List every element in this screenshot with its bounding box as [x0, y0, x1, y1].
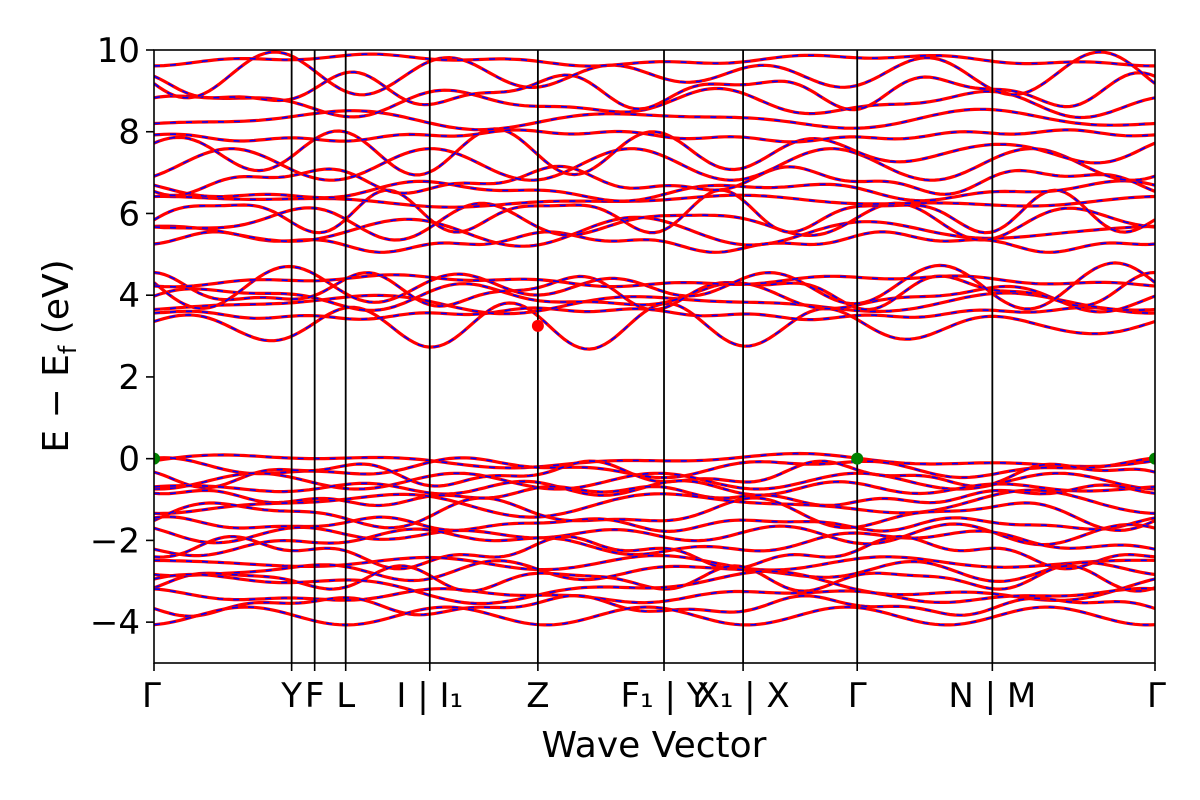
y-tick-label: 8 [118, 113, 140, 153]
band-spin-down [154, 128, 1155, 176]
x-tick-label: L [336, 676, 355, 716]
plot-background [154, 50, 1155, 663]
x-tick-label: F [305, 676, 325, 716]
x-tick-label: N | M [948, 676, 1036, 716]
band-spin-down [154, 564, 1155, 592]
y-tick-label: 6 [118, 194, 140, 234]
band-spin-down [154, 302, 1155, 350]
band-spin-down [154, 497, 1155, 532]
band-spin-down [154, 460, 1155, 489]
y-axis-label-unit: (eV) [36, 259, 77, 345]
x-tick-label: X₁ | X [696, 676, 789, 716]
band-spin-up [154, 569, 1155, 606]
marker-vbm-1 [154, 452, 160, 465]
y-axis-ticks: −4 −2 0 2 4 6 8 10 [90, 31, 154, 643]
band-spin-up [154, 479, 1155, 497]
band-spin-up [154, 261, 1155, 311]
band-spin-up [154, 559, 1155, 584]
band-spin-down [154, 194, 1155, 208]
y-axis-label-main: E − E [36, 354, 77, 453]
band-spin-down [154, 71, 1155, 111]
band-spin-up [154, 527, 1155, 558]
marker-cbm [531, 319, 544, 332]
x-tick-label: Γ [848, 676, 867, 716]
marker-vbm-2 [851, 452, 864, 465]
band-spin-up [154, 179, 1155, 203]
band-spin-down [154, 202, 1155, 241]
plot-frame [153, 49, 1156, 664]
band-spin-down [154, 594, 1155, 618]
y-axis-label: E − Ef (eV) [36, 259, 82, 452]
band-spin-up [154, 488, 1155, 519]
y-tick-label: 0 [118, 440, 140, 480]
x-tick-label: Z [526, 676, 549, 716]
band-spin-down [154, 129, 1155, 143]
x-tick-label: F₁ | Y [620, 676, 707, 716]
band-spin-down [154, 147, 1155, 182]
y-tick-label: −4 [90, 603, 140, 643]
y-tick-label: −2 [90, 521, 140, 561]
band-spin-up [154, 515, 1155, 534]
band-spin-down [154, 53, 1155, 67]
band-spin-down [154, 189, 1155, 234]
marker-vbm-3 [1149, 452, 1155, 465]
band-spin-down [154, 274, 1155, 288]
kpath-vertical-lines [290, 50, 994, 663]
band-spin-down [154, 452, 1155, 469]
y-tick-label: 4 [118, 276, 140, 316]
bands-layer [154, 50, 1155, 627]
y-tick-label: 2 [118, 358, 140, 398]
y-tick-label: 10 [97, 31, 140, 71]
band-spin-down [154, 606, 1155, 626]
band-spin-down [154, 216, 1155, 247]
band-spin-down [154, 306, 1155, 321]
band-spin-up [154, 483, 1155, 508]
band-spin-down [154, 51, 1155, 99]
x-tick-label: I | I₁ [396, 676, 463, 716]
band-spin-down [154, 535, 1155, 570]
y-axis-label-subscript: f [54, 345, 82, 354]
band-spin-down [154, 271, 1155, 311]
extrema-markers [154, 319, 1155, 465]
x-tick-label: Y [280, 676, 302, 716]
band-spin-down [154, 165, 1155, 197]
x-tick-label: Γ [142, 676, 161, 716]
x-tick-label: Γ [1147, 676, 1166, 716]
band-spin-down [154, 87, 1155, 119]
band-spin-up [154, 107, 1155, 132]
x-axis-label: Wave Vector [542, 725, 767, 766]
